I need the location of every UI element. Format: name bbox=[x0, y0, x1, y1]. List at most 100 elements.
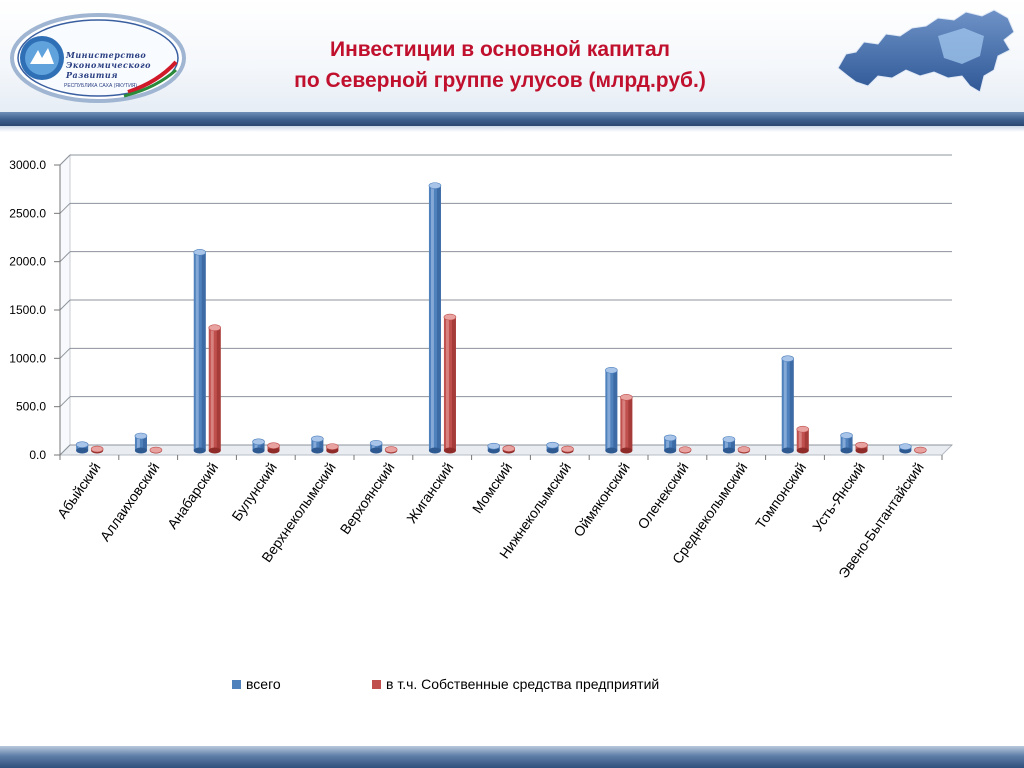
bar-own-funds bbox=[384, 446, 398, 454]
bar-top-cap bbox=[487, 442, 501, 450]
x-category-label: Жиганский bbox=[403, 460, 456, 526]
bar-own-funds bbox=[678, 446, 692, 454]
bar-shade bbox=[378, 443, 383, 451]
bar-total bbox=[722, 436, 736, 454]
bar-total bbox=[134, 432, 148, 454]
gridline-depth bbox=[59, 299, 71, 311]
bar-highlight bbox=[195, 252, 199, 451]
bar-own-funds bbox=[90, 445, 104, 454]
bar-top-cap bbox=[384, 446, 398, 453]
chart-bars bbox=[75, 182, 927, 454]
slide-title: Инвестиции в основной капитал по Северно… bbox=[220, 34, 780, 96]
x-category-label: Верхоянский bbox=[337, 460, 398, 538]
bar-top-cap bbox=[502, 445, 516, 452]
bar-top-cap bbox=[914, 446, 927, 454]
bar-own-funds bbox=[208, 324, 222, 454]
bar-own-funds bbox=[561, 445, 574, 454]
bar-highlight bbox=[842, 435, 846, 451]
y-tick-label: 3000.0 bbox=[9, 158, 46, 172]
bar-bottom-cap bbox=[252, 447, 265, 454]
x-category-label: Анабарский bbox=[164, 460, 221, 532]
bar-bottom-cap bbox=[443, 447, 456, 454]
bar-shade bbox=[789, 358, 794, 451]
gridline-depth bbox=[59, 444, 71, 456]
logo-line-3: Развития bbox=[66, 70, 119, 80]
bar-own-funds bbox=[149, 446, 163, 454]
bar-bottom-cap bbox=[781, 447, 794, 454]
y-tick-label: 2500.0 bbox=[9, 206, 46, 220]
bar-total bbox=[781, 355, 795, 454]
bar-shade bbox=[436, 185, 441, 451]
bar-bottom-cap bbox=[605, 447, 618, 454]
bar-top-cap bbox=[149, 446, 163, 454]
x-category-label: Оймяконский bbox=[570, 460, 633, 540]
bar-total bbox=[840, 432, 853, 454]
bar-bottom-cap bbox=[193, 447, 206, 454]
logo-line-1: Министерство bbox=[66, 50, 147, 60]
bar-bottom-cap bbox=[722, 447, 735, 454]
bar-own-funds bbox=[443, 313, 457, 454]
bar-bottom-cap bbox=[134, 447, 147, 454]
bar-total bbox=[663, 434, 677, 454]
bar-total bbox=[311, 435, 324, 454]
gridline-depth bbox=[59, 347, 71, 359]
x-category-label: Томпонский bbox=[752, 460, 809, 532]
bar-body bbox=[252, 441, 265, 451]
bar-own-funds bbox=[737, 446, 751, 454]
bar-highlight bbox=[430, 185, 434, 451]
bar-bottom-cap bbox=[311, 447, 324, 454]
bar-shade bbox=[84, 444, 89, 451]
bar-shade bbox=[730, 439, 735, 451]
bar-own-funds bbox=[267, 442, 280, 454]
bar-own-funds bbox=[796, 425, 810, 454]
bar-bottom-cap bbox=[546, 447, 559, 454]
footer-band bbox=[0, 746, 1024, 768]
title-line-1: Инвестиции в основной капитал bbox=[330, 38, 670, 61]
y-tick-label: 1500.0 bbox=[9, 303, 46, 317]
bar-highlight bbox=[372, 443, 376, 451]
logo-emblem-icon bbox=[10, 13, 186, 103]
header-band-highlight bbox=[0, 126, 1024, 132]
legend-item-own: в т.ч. Собственные средства предприятий bbox=[372, 676, 659, 692]
bar-top-cap bbox=[546, 441, 559, 449]
bar-top-cap bbox=[605, 366, 618, 374]
bar-body bbox=[311, 438, 324, 451]
bar-shade bbox=[319, 438, 324, 451]
bar-total bbox=[605, 366, 618, 454]
bar-bottom-cap bbox=[620, 447, 633, 454]
x-category-label: Абыйский bbox=[54, 460, 104, 522]
bar-highlight bbox=[783, 358, 787, 451]
bar-bottom-cap bbox=[664, 447, 677, 454]
bar-own-funds bbox=[855, 441, 868, 454]
bar-top-cap bbox=[796, 425, 810, 433]
x-category-label: Усть-Янский bbox=[809, 460, 868, 535]
bar-top-cap bbox=[899, 443, 912, 450]
bar-shade bbox=[451, 317, 456, 451]
bar-top-cap bbox=[443, 313, 457, 321]
logo-text: Министерство Экономического Развития bbox=[66, 50, 166, 80]
bar-top-cap bbox=[326, 443, 339, 450]
legend-label-own: в т.ч. Собственные средства предприятий bbox=[386, 676, 660, 692]
header-band bbox=[0, 112, 1024, 126]
legend-swatch-total bbox=[232, 679, 241, 689]
bar-body bbox=[370, 443, 383, 451]
bar-bottom-cap bbox=[840, 447, 853, 454]
bar-top-cap bbox=[678, 446, 692, 454]
bar-total bbox=[193, 249, 207, 454]
bar-bottom-cap bbox=[428, 447, 441, 454]
bar-shade bbox=[260, 441, 265, 451]
bar-total bbox=[75, 441, 89, 454]
bar-body bbox=[722, 439, 735, 451]
bar-top-cap bbox=[267, 442, 280, 449]
bar-total bbox=[546, 441, 559, 454]
russia-map-icon bbox=[837, 9, 1015, 93]
bar-top-cap bbox=[208, 324, 222, 332]
bar-highlight bbox=[724, 439, 728, 451]
legend-label-total: всего bbox=[246, 676, 281, 692]
bar-highlight bbox=[445, 317, 449, 451]
bar-shade bbox=[216, 327, 221, 451]
bar-bottom-cap bbox=[208, 447, 221, 454]
bar-bottom-cap bbox=[796, 447, 809, 454]
legend-item-total: всего bbox=[232, 676, 281, 692]
